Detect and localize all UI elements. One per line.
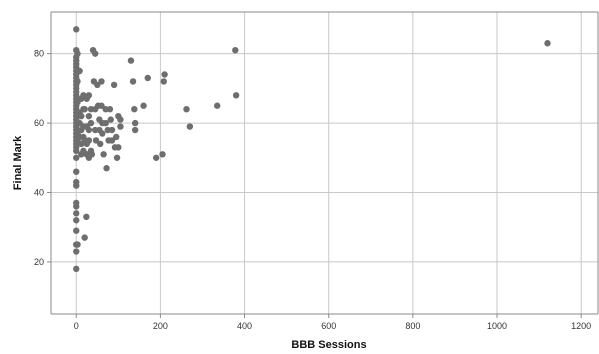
data-point [76,67,83,75]
data-point [73,248,80,255]
data-point [117,116,124,123]
data-point [74,78,81,85]
data-point [127,57,135,64]
y-tick-labels: 20 40 60 80 [34,49,44,267]
data-point [74,50,81,57]
data-point [131,119,139,127]
x-tick-label: 800 [405,321,420,331]
data-point [98,102,105,109]
data-point [140,102,147,109]
data-point [103,165,110,172]
data-point [131,105,138,113]
data-point [73,154,80,161]
x-tick-label: 1200 [571,321,591,331]
data-point [161,71,168,78]
data-point [98,78,105,85]
y-tick-label: 80 [34,49,44,59]
data-point [214,102,221,109]
data-point [144,74,151,82]
data-point [107,116,114,123]
data-point [73,168,80,175]
data-point [73,26,80,33]
data-point [73,147,80,155]
data-point [117,123,124,130]
data-point [108,137,116,144]
x-tick-labels: 0 200 400 600 800 1000 1200 [74,321,591,331]
data-point [113,133,120,141]
data-point [92,137,100,144]
data-point [81,105,88,113]
x-tick-label: 600 [321,321,336,331]
data-point [99,130,106,137]
y-tick-label: 40 [34,188,44,198]
y-axis-title: Final Mark [12,135,24,190]
data-point [73,203,80,210]
x-tick-label: 200 [153,321,168,331]
data-point [232,46,239,54]
x-axis-title: BBB Sessions [291,339,366,351]
data-point [87,119,95,127]
y-tick-label: 60 [34,118,44,128]
data-point [73,265,80,273]
data-point [100,151,107,158]
data-point [113,154,121,161]
data-point [85,126,93,134]
data-point [97,140,104,148]
data-point [73,210,80,217]
data-point [183,105,190,113]
data-point [94,81,101,89]
data-point [186,123,194,130]
x-tick-label: 0 [74,321,79,331]
data-point [81,234,88,241]
data-point [85,92,93,99]
data-point [108,126,116,134]
data-point [106,105,114,113]
data-point [73,182,80,189]
grid-lines [47,12,598,318]
data-point [78,112,85,120]
data-point [91,50,99,57]
data-point [152,154,160,161]
data-point [544,40,551,47]
data-point [160,78,167,85]
data-point [102,119,109,127]
data-point [85,137,93,144]
plot-background [51,12,598,314]
data-point [115,144,122,151]
x-tick-label: 400 [237,321,252,331]
data-point [159,151,166,158]
data-point [131,126,139,134]
data-point [110,81,118,89]
data-point [88,151,96,158]
data-point [83,213,90,221]
data-points [73,26,551,273]
data-point [85,112,93,120]
data-point [232,92,240,99]
y-tick-label: 20 [34,257,44,267]
data-point [73,227,80,234]
data-point [129,78,137,85]
data-point [73,217,80,224]
x-tick-label: 1000 [487,321,507,331]
data-point [74,241,81,248]
